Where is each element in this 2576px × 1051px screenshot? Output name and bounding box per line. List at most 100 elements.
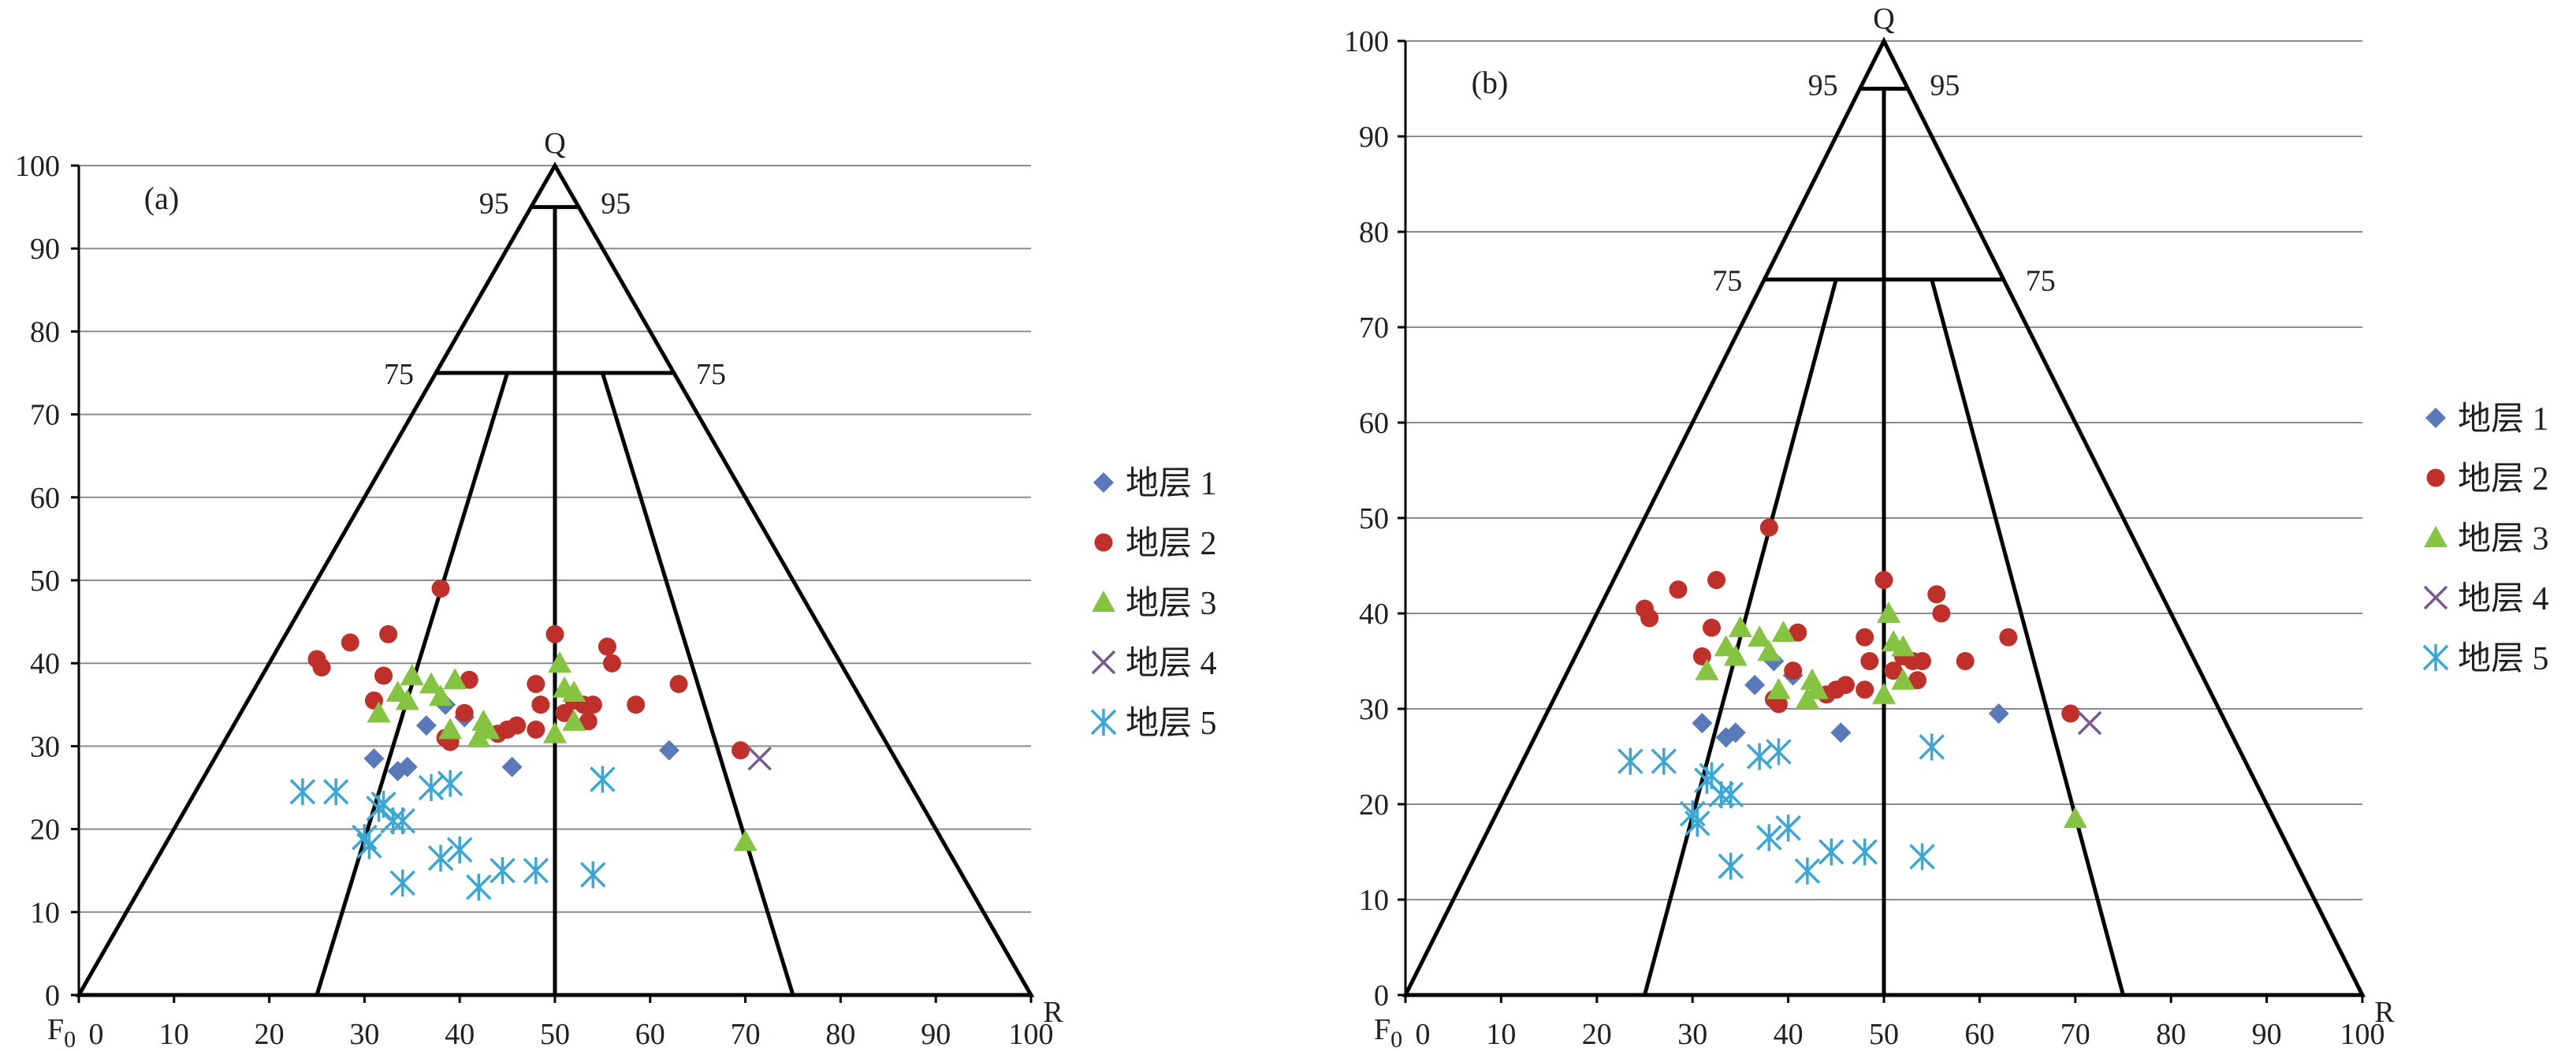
data-point xyxy=(1684,810,1711,837)
data-point xyxy=(289,778,316,806)
series-2-b xyxy=(1636,518,2080,723)
data-point xyxy=(1877,602,1901,623)
y-tick-label: 50 xyxy=(1359,502,1389,535)
data-point xyxy=(1874,571,1893,590)
legend-marker xyxy=(2425,408,2446,428)
data-point xyxy=(379,624,398,643)
boundary-label-95-left: 95 xyxy=(479,188,509,221)
series-1-b xyxy=(1692,650,2009,748)
y-tick-label: 100 xyxy=(15,150,60,183)
data-point xyxy=(1669,580,1688,599)
y-tick-label: 40 xyxy=(1359,598,1389,631)
data-point xyxy=(731,741,750,760)
data-point xyxy=(501,756,523,777)
data-point xyxy=(1757,639,1781,662)
legend-label: 地层 3 xyxy=(1126,586,1217,622)
divider-left-b xyxy=(1643,278,1838,996)
x-tick-label: 40 xyxy=(1774,1018,1804,1051)
data-point xyxy=(1988,703,2009,725)
legend-item: 地层 1 xyxy=(1093,466,1217,502)
legend-label: 地层 2 xyxy=(2458,461,2549,498)
data-point xyxy=(627,695,646,714)
data-point xyxy=(669,675,688,693)
y-tick-label: 100 xyxy=(1344,25,1389,58)
data-point xyxy=(590,766,616,793)
data-point xyxy=(523,857,549,885)
legend-label: 地层 5 xyxy=(2458,641,2549,677)
data-point xyxy=(1818,838,1845,866)
data-point xyxy=(545,624,564,643)
y-tick-label: 60 xyxy=(30,482,60,515)
data-point xyxy=(1856,680,1874,699)
data-point xyxy=(419,672,443,694)
series-4-b xyxy=(2077,710,2102,736)
data-point xyxy=(597,637,616,656)
data-point xyxy=(1830,722,1852,744)
legend-marker xyxy=(1090,709,1117,736)
legend-marker xyxy=(1093,472,1114,493)
y-tick-label: 80 xyxy=(30,315,60,348)
data-point xyxy=(374,666,393,685)
legend-marker xyxy=(1092,591,1115,612)
legend-marker xyxy=(1091,650,1116,675)
data-point xyxy=(1725,722,1746,744)
y-tick-label: 20 xyxy=(30,814,60,847)
data-point xyxy=(1919,733,1945,761)
data-point xyxy=(2063,807,2087,829)
data-point xyxy=(527,720,545,739)
data-point xyxy=(322,778,349,806)
x-tick-label: 0 xyxy=(89,1018,104,1051)
legend-marker xyxy=(2424,526,2448,547)
data-point xyxy=(427,844,454,872)
y-tick-label: 50 xyxy=(30,565,60,598)
y-tick-label: 10 xyxy=(30,896,60,930)
data-point xyxy=(1692,713,1713,734)
data-point xyxy=(1891,668,1915,690)
data-point xyxy=(446,836,473,863)
series-5-a xyxy=(289,766,616,901)
data-point xyxy=(1617,747,1644,775)
series-4-a xyxy=(747,746,772,771)
data-point xyxy=(1775,814,1801,842)
legend-item: 地层 2 xyxy=(1094,526,1217,562)
legend-item: 地层 2 xyxy=(2426,461,2549,498)
vertex-label-f: F0 xyxy=(47,1013,76,1051)
y-tick-label: 70 xyxy=(30,399,60,432)
legend-label: 地层 1 xyxy=(1126,466,1217,502)
vertex-label-f-subscript: 0 xyxy=(64,1027,76,1051)
legend-item: 地层 3 xyxy=(2424,521,2549,557)
data-point xyxy=(455,703,474,722)
data-point xyxy=(1769,695,1788,714)
data-point xyxy=(1789,623,1807,642)
x-tick-label: 30 xyxy=(349,1018,379,1051)
data-point xyxy=(658,740,679,761)
y-tick-label: 0 xyxy=(1374,979,1389,1012)
x-tick-label: 100 xyxy=(1009,1018,1054,1051)
panel-label-b: (b) xyxy=(1472,65,1509,100)
data-point xyxy=(443,668,467,690)
y-tick-label: 90 xyxy=(1359,121,1389,154)
boundary-label-95-right: 95 xyxy=(601,188,631,221)
x-tick-label: 50 xyxy=(540,1018,570,1051)
vertex-label-r: R xyxy=(1043,996,1063,1029)
data-point xyxy=(1784,662,1803,680)
x-tick-label: 20 xyxy=(1582,1018,1612,1051)
data-point xyxy=(1909,843,1935,870)
y-tick-label: 30 xyxy=(30,730,60,763)
data-point xyxy=(1679,800,1706,828)
data-point xyxy=(2061,704,2080,723)
y-tick-label: 30 xyxy=(1359,693,1389,726)
data-point xyxy=(1891,635,1915,657)
data-point xyxy=(438,717,463,740)
data-point xyxy=(389,807,415,835)
data-point xyxy=(580,861,606,889)
y-tick-label: 20 xyxy=(1359,788,1389,822)
data-point xyxy=(1794,857,1821,885)
legend-item: 地层 5 xyxy=(1090,706,1217,742)
data-point xyxy=(1872,682,1896,704)
data-point xyxy=(1766,677,1791,699)
x-tick-label: 80 xyxy=(2156,1018,2186,1051)
x-tick-label: 10 xyxy=(1486,1018,1516,1051)
divider-right-b xyxy=(1930,278,2125,996)
